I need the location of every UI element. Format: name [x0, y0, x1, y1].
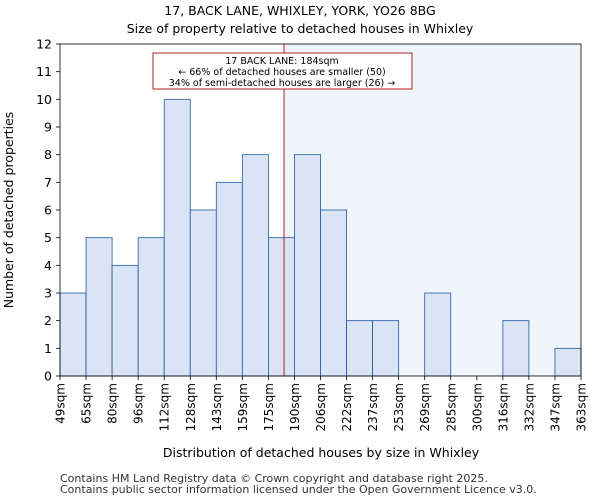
x-tick-label: 285sqm [444, 383, 458, 431]
footer-line-2: Contains public sector information licen… [60, 483, 537, 496]
bar-143sqm [215, 181, 243, 377]
bar-80sqm [111, 264, 139, 377]
bar-175sqm [267, 237, 295, 377]
x-tick-label: 300sqm [470, 383, 484, 431]
x-tick-label: 269sqm [418, 383, 432, 431]
y-tick-label: 0 [44, 369, 52, 384]
x-tick-label: 332sqm [522, 383, 536, 431]
x-tick-label: 316sqm [496, 383, 510, 431]
annotation-line-2: ← 66% of detached houses are smaller (50… [178, 67, 385, 78]
y-axis-label: Number of detached properties [1, 112, 16, 309]
x-axis-label: Distribution of detached houses by size … [163, 445, 480, 460]
bar-316sqm [502, 320, 530, 377]
footer-line-1: Contains HM Land Registry data © Crown c… [60, 472, 488, 485]
x-tick-label: 347sqm [548, 383, 562, 431]
bars-group [59, 98, 582, 377]
y-tick-label: 11 [36, 64, 52, 79]
plot-frame [59, 43, 582, 377]
y-tick-label: 8 [44, 147, 52, 162]
x-tick-label: 237sqm [366, 383, 380, 431]
y-tick-label: 10 [36, 92, 52, 107]
x-tick-label: 190sqm [288, 383, 302, 431]
bar-269sqm [424, 292, 452, 377]
chart-subtitle: Size of property relative to detached ho… [127, 21, 474, 36]
x-tick-label: 49sqm [54, 383, 68, 424]
y-tick-label: 9 [44, 120, 52, 135]
bar-112sqm [163, 98, 191, 377]
bar-49sqm [59, 292, 87, 377]
x-tick-label: 175sqm [262, 383, 276, 431]
x-tick-label: 159sqm [236, 383, 250, 431]
bar-159sqm [241, 154, 269, 377]
y-tick-label: 5 [44, 230, 52, 245]
y-tick-label: 6 [44, 203, 52, 218]
bar-chart: 17, BACK LANE, WHIXLEY, YORK, YO26 8BG S… [1, 3, 589, 460]
x-tick-label: 65sqm [80, 383, 94, 424]
y-tick-label: 3 [44, 286, 52, 301]
bar-347sqm [554, 347, 582, 377]
x-tick-label: 112sqm [158, 383, 172, 431]
annotation-box [152, 52, 413, 90]
x-tick-label: 96sqm [132, 383, 146, 424]
annotation-line-1: 17 BACK LANE: 184sqm [225, 56, 339, 67]
x-tick-label: 363sqm [575, 383, 589, 431]
y-tick-label: 7 [44, 175, 52, 190]
y-tick-label: 2 [44, 313, 52, 328]
x-tick-label: 253sqm [392, 383, 406, 431]
x-tick-label: 206sqm [314, 383, 328, 431]
bar-65sqm [85, 237, 113, 377]
y-tick-label: 4 [44, 258, 52, 273]
x-tick-label: 143sqm [210, 383, 224, 431]
annotation-line-3: 34% of semi-detached houses are larger (… [169, 78, 396, 89]
x-tick-label: 128sqm [184, 383, 198, 431]
bar-128sqm [189, 209, 217, 377]
bar-190sqm [294, 154, 321, 377]
chart-title: 17, BACK LANE, WHIXLEY, YORK, YO26 8BG [164, 3, 435, 18]
footer: Contains HM Land Registry data © Crown c… [60, 473, 537, 495]
x-tick-label: 80sqm [106, 383, 120, 424]
bar-206sqm [320, 209, 347, 377]
x-axis-ticks: 49sqm 65sqm 80sqm 96sqm 112sqm 128sqm 143sqm 15… [54, 376, 589, 431]
bar-222sqm [346, 320, 373, 377]
x-tick-label: 222sqm [340, 383, 354, 431]
y-tick-label: 1 [44, 341, 52, 356]
y-tick-label: 12 [36, 37, 52, 52]
bar-96sqm [137, 237, 165, 377]
bar-237sqm [372, 320, 400, 377]
